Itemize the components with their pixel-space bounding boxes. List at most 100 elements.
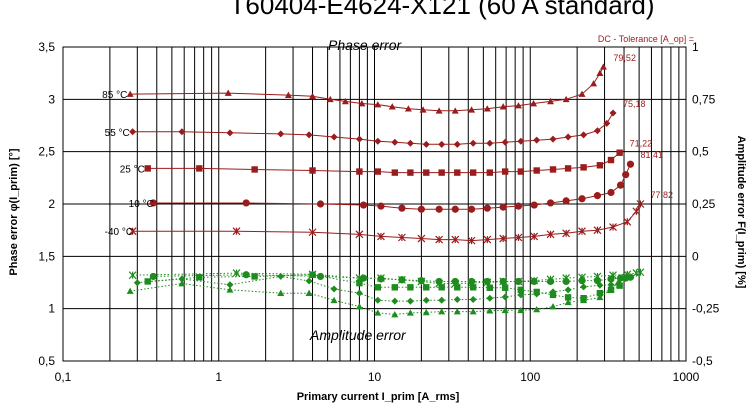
amplitude-data-point bbox=[454, 284, 461, 291]
phase-data-point bbox=[391, 138, 399, 146]
amplitude-data-point bbox=[593, 272, 602, 281]
phase-data-point bbox=[616, 181, 625, 189]
amplitude-data-point bbox=[391, 297, 399, 305]
amplitude-data-point bbox=[607, 286, 615, 294]
x-axis-label: Primary current I_prim [A_rms] bbox=[297, 391, 460, 403]
phase-data-point bbox=[277, 130, 285, 138]
amplitude-data-point bbox=[355, 289, 363, 297]
phase-data-point bbox=[549, 135, 557, 143]
phase-data-point bbox=[374, 101, 382, 108]
dc-tolerance-value: 77,82 bbox=[650, 190, 673, 200]
dc-tolerance-value: 79,52 bbox=[613, 53, 636, 63]
phase-data-point bbox=[530, 232, 539, 241]
phase-data-point bbox=[593, 226, 602, 235]
phase-data-point bbox=[454, 169, 461, 176]
phase-data-point bbox=[404, 105, 412, 112]
amplitude-series-line bbox=[153, 274, 631, 282]
phase-data-point bbox=[309, 92, 317, 99]
amplitude-data-point bbox=[549, 303, 557, 310]
phase-data-point bbox=[467, 236, 476, 245]
phase-data-point bbox=[451, 205, 459, 213]
phase-data-point bbox=[377, 232, 385, 241]
amplitude-data-point bbox=[232, 269, 241, 278]
amplitude-data-point bbox=[374, 309, 382, 316]
amplitude-data-point bbox=[226, 286, 234, 293]
phase-data-point bbox=[609, 223, 617, 231]
phase-data-point bbox=[562, 229, 571, 238]
amplitude-data-point bbox=[564, 286, 572, 294]
amplitude-data-point bbox=[517, 306, 525, 314]
amplitude-data-point bbox=[483, 278, 492, 287]
phase-error-annotation: Phase error bbox=[328, 37, 402, 53]
x-tick-label: 100 bbox=[520, 370, 540, 384]
phase-data-point bbox=[517, 168, 525, 175]
temperature-label: 85 °C bbox=[102, 90, 127, 101]
series-labels: 85 °C 79,52 55 °C 75,18 25 °C 71,22 -10 °C 81,4… bbox=[102, 53, 673, 238]
amplitude-data-point bbox=[533, 288, 540, 296]
phase-data-point bbox=[355, 230, 364, 239]
amplitude-data-point bbox=[242, 271, 250, 279]
phase-data-point bbox=[546, 199, 555, 207]
amplitude-data-point bbox=[330, 296, 338, 304]
amplitude-data-point bbox=[128, 271, 137, 280]
amplitude-data-point bbox=[377, 274, 385, 283]
amplitude-data-point bbox=[277, 289, 285, 296]
amplitude-data-point bbox=[178, 280, 186, 287]
phase-series-line bbox=[153, 163, 631, 210]
amplitude-data-point bbox=[564, 298, 572, 306]
phase-data-point bbox=[251, 166, 258, 173]
phase-data-point bbox=[129, 128, 137, 136]
amplitude-data-point bbox=[277, 272, 285, 280]
phase-data-point bbox=[533, 136, 541, 144]
amplitude-data-point bbox=[356, 279, 363, 287]
amplitude-data-point bbox=[530, 276, 539, 285]
amplitude-data-point bbox=[178, 275, 186, 283]
phase-data-point bbox=[423, 169, 430, 176]
phase-data-point bbox=[422, 140, 430, 148]
phase-data-point bbox=[284, 91, 292, 98]
phase-data-point bbox=[609, 109, 617, 117]
amplitude-data-point bbox=[596, 293, 604, 301]
phase-data-point bbox=[514, 102, 522, 109]
dc-tolerance-value: 75,18 bbox=[623, 99, 646, 109]
amplitude-data-point bbox=[251, 273, 258, 280]
amplitude-data-point bbox=[609, 271, 617, 280]
amplitude-error-annotation: Amplitude error bbox=[309, 327, 407, 343]
y-right-tick-label: 0 bbox=[692, 249, 699, 263]
amplitude-data-point bbox=[133, 279, 141, 287]
amplitude-data-point bbox=[374, 296, 382, 304]
amplitude-data-point bbox=[636, 268, 645, 277]
phase-data-point bbox=[398, 233, 406, 242]
phase-data-point bbox=[486, 139, 494, 147]
phase-data-point bbox=[126, 90, 134, 97]
phase-data-point bbox=[308, 228, 317, 237]
phase-data-point bbox=[622, 171, 630, 179]
x-tick-label: 0,1 bbox=[55, 370, 72, 384]
phase-data-point bbox=[355, 135, 363, 143]
y-left-tick-label: 2 bbox=[48, 197, 55, 211]
y-left-tick-label: 3,5 bbox=[38, 40, 55, 54]
y-right-tick-label: -0,25 bbox=[692, 302, 720, 316]
phase-data-point bbox=[377, 202, 385, 210]
phase-data-point bbox=[453, 140, 461, 148]
phase-data-point bbox=[144, 165, 151, 172]
amplitude-data-point bbox=[607, 281, 615, 289]
amplitude-data-point bbox=[406, 309, 414, 316]
amplitude-data-point bbox=[546, 275, 555, 284]
amplitude-data-point bbox=[316, 272, 325, 281]
y-left-tick-label: 1 bbox=[48, 302, 55, 316]
amplitude-data-point bbox=[422, 308, 430, 316]
phase-data-point bbox=[486, 169, 494, 176]
phase-data-point bbox=[580, 164, 587, 171]
phase-data-point bbox=[499, 203, 507, 211]
amplitude-data-point bbox=[423, 284, 430, 291]
phase-data-point bbox=[626, 160, 635, 168]
amplitude-data-point bbox=[417, 277, 426, 286]
phase-data-point bbox=[469, 169, 477, 176]
amplitude-data-point bbox=[514, 277, 523, 286]
phase-data-point bbox=[501, 168, 509, 175]
amplitude-data-point bbox=[469, 295, 477, 303]
phase-data-point bbox=[398, 204, 406, 212]
dc-tolerance-value: 71,22 bbox=[630, 139, 653, 149]
